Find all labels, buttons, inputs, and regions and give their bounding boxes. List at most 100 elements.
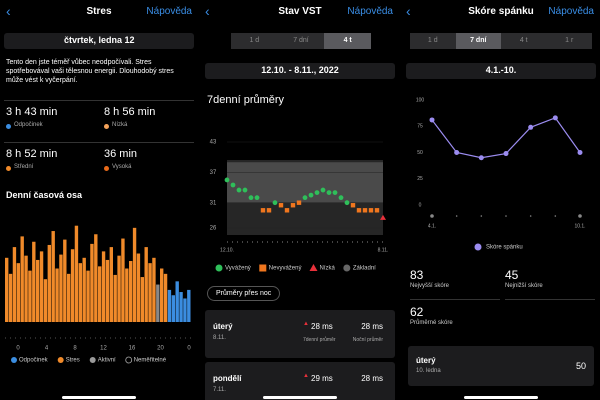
bar (59, 254, 63, 322)
legend-mark (309, 264, 318, 271)
date: 4.1.-10. (485, 65, 517, 75)
bar (43, 279, 48, 322)
x-tick-label: 4 (45, 346, 49, 352)
bar (78, 263, 82, 322)
x-tick-label: 20 (157, 346, 164, 352)
stress-chart: 0 4 8 12 16 20 0 Odpočinek Stres Aktivní Neměřitel… (5, 225, 191, 364)
legend-dot (89, 357, 96, 363)
bar (125, 268, 129, 322)
x-tick-label: 0 (187, 346, 191, 352)
bar (98, 266, 102, 322)
chart-title: 7denní průměry (207, 94, 285, 106)
bar (132, 227, 137, 322)
bar (129, 261, 133, 322)
stat-value: 45 (505, 268, 519, 282)
tab[interactable]: 4 t (324, 33, 371, 49)
bar (121, 238, 125, 322)
date: 7.11. (213, 387, 226, 393)
stat-label: Průměrné skóre (410, 320, 453, 326)
bar (113, 274, 117, 322)
point (368, 208, 374, 213)
bar (148, 263, 152, 322)
day: úterý (213, 322, 233, 331)
legend-label: Nevyvážený (269, 266, 302, 272)
tab[interactable]: 1 d (427, 37, 438, 44)
stat-value: 8 h 56 min (104, 106, 156, 118)
date: 12.10. - 8.11., 2022 (261, 65, 339, 75)
bar (175, 281, 179, 322)
legend-label: Neměřitelné (134, 358, 167, 364)
button[interactable]: Průměry přes noc (207, 286, 281, 301)
back[interactable]: ‹ (6, 3, 11, 19)
legend-mark (259, 264, 267, 272)
tab[interactable]: 1 r (565, 37, 574, 44)
point (374, 208, 380, 213)
point (308, 192, 314, 198)
bar (136, 253, 141, 322)
bar (47, 244, 51, 322)
bar (105, 259, 110, 322)
legend-label: Odpočinek (19, 358, 49, 364)
card: úterý 10. ledna 50 (408, 346, 594, 386)
y-tick-label: 100 (416, 97, 425, 103)
bar (152, 257, 156, 322)
sleep-chart: 100 75 50 25 0 4.1. 10.1. Skóre spánku (416, 97, 586, 250)
hrv-chart: 43 37 31 26 12.10. 8.11. Vyvážený Nevyvážený Níz… (210, 140, 389, 272)
legend-dot (11, 357, 17, 363)
bar (160, 268, 164, 322)
x-label: 10.1. (574, 223, 585, 229)
y-tick-label: 0 (419, 202, 422, 208)
day: pondělí (213, 374, 242, 383)
y-tick-label: 50 (417, 150, 423, 156)
home-bar (464, 396, 538, 399)
point (224, 177, 230, 183)
point (266, 208, 272, 213)
tab[interactable]: 7 dní (455, 33, 501, 49)
x-dot (529, 215, 532, 217)
help[interactable]: Nápověda (548, 6, 594, 17)
bar (39, 251, 44, 322)
point (302, 195, 308, 201)
bar (67, 273, 71, 322)
bar (70, 249, 75, 322)
y-tick-label: 43 (210, 140, 217, 146)
date: čtvrtek, ledna 12 (64, 35, 135, 45)
help[interactable]: Nápověda (146, 6, 192, 17)
bar (86, 270, 90, 322)
point (296, 200, 302, 205)
bar (101, 251, 106, 322)
value: 50 (575, 361, 586, 371)
legend-dot (57, 357, 64, 363)
point (478, 155, 484, 161)
tab[interactable]: 4 t (519, 37, 528, 44)
bar (156, 284, 160, 322)
point (429, 117, 435, 123)
point (344, 200, 350, 206)
stat-dot (6, 166, 11, 171)
legend-label: Základní (353, 266, 376, 272)
x-tick-label: 0 (16, 346, 20, 352)
back[interactable]: ‹ (205, 3, 210, 19)
bar (183, 298, 187, 322)
date: 10. ledna (416, 368, 441, 374)
point (236, 187, 242, 193)
bar (74, 225, 79, 322)
back[interactable]: ‹ (406, 3, 411, 19)
chart-title: Denní časová osa (6, 190, 83, 200)
point (314, 190, 320, 195)
tab[interactable]: 7 dní (293, 37, 309, 44)
legend-dot (125, 356, 133, 364)
avg7-label: 7denní průměr (303, 337, 336, 343)
stat-value: 36 min (104, 148, 138, 160)
date-row: čtvrtek, ledna 12 (4, 33, 194, 49)
point (278, 203, 284, 208)
help[interactable]: Nápověda (347, 6, 393, 17)
point (290, 203, 296, 208)
x-label: 8.11. (378, 247, 389, 253)
date-row: 4.1.-10. (406, 63, 596, 79)
sleep-panel: Skóre spánku Nápověda ‹ 1 d 7 dní 4 t 1 r 4… (402, 0, 600, 400)
legend-mark (215, 264, 223, 272)
point (380, 214, 386, 220)
tab[interactable]: 1 d (249, 37, 260, 44)
